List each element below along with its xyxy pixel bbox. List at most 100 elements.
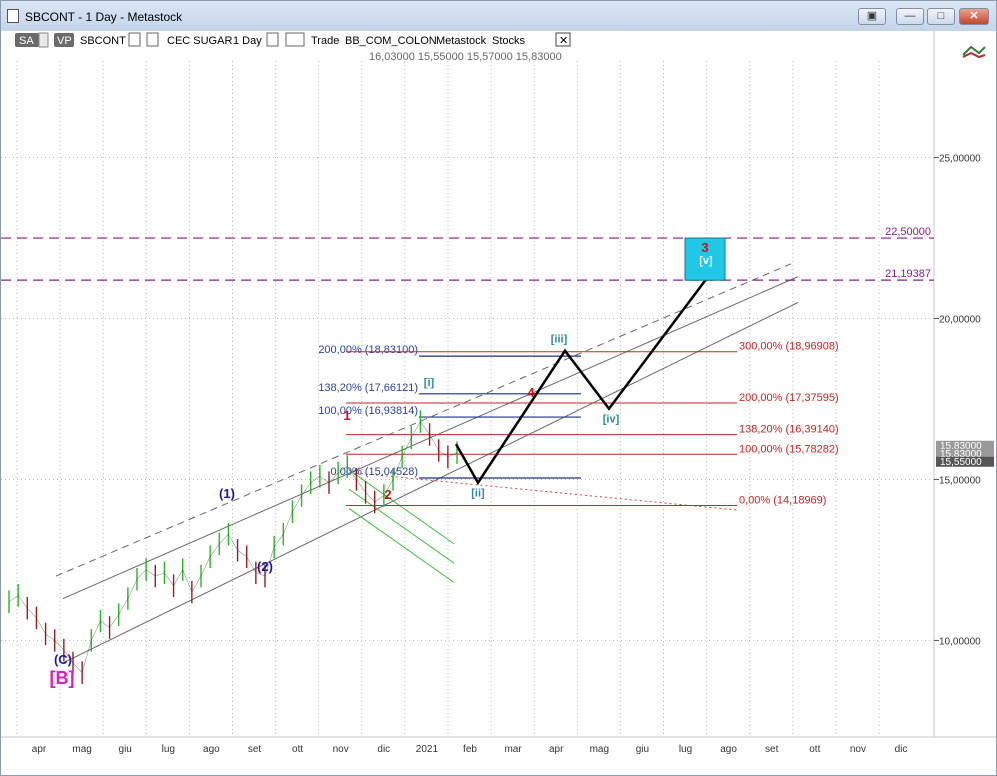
- fib-left-label: 138,20% (17,66121): [318, 382, 418, 394]
- upper-channel-line: [55, 263, 792, 577]
- month-tick-label: nov: [333, 744, 349, 755]
- price-tag-box: [936, 448, 994, 459]
- trend-dotted-line: [355, 472, 738, 511]
- target-wave-label: 3: [701, 240, 708, 255]
- grid-layer: [1, 61, 934, 737]
- chart-tool-icon[interactable]: [962, 45, 986, 59]
- month-tick-label: set: [765, 744, 779, 755]
- vp-button[interactable]: [54, 33, 74, 47]
- wave-label: [B]: [50, 668, 75, 688]
- wave-label: 2: [384, 487, 391, 502]
- symbol-label: SBCONT: [80, 35, 126, 47]
- month-tick-label: apr: [32, 744, 47, 755]
- month-tick-label: lug: [679, 744, 692, 755]
- market-label: Stocks: [492, 35, 526, 47]
- source-label: BB_COM_COLON: [345, 35, 437, 47]
- trend-channels: [55, 263, 799, 664]
- wave-label: (2): [257, 559, 273, 574]
- sa-dropdown-icon[interactable]: [38, 32, 49, 48]
- sa-button[interactable]: [15, 33, 39, 47]
- minimize-button[interactable]: —: [896, 8, 924, 25]
- price-tick-label: 20,00000: [939, 315, 981, 326]
- month-tick-label: ago: [203, 744, 220, 755]
- price-tick-label: 15,00000: [939, 475, 981, 486]
- correction-channel-line: [348, 469, 455, 545]
- month-tick-label: apr: [549, 744, 564, 755]
- period-dropdown-icon[interactable]: [266, 32, 279, 47]
- price-close-line: [8, 420, 458, 674]
- ohlc-readout: 16,03000 15,55000 15,57000 15,83000: [369, 51, 562, 63]
- fib-right-label: 100,00% (15,78282): [739, 443, 839, 455]
- horizontal-lines: 22,50000 21,19387: [1, 226, 934, 281]
- month-tick-label: nov: [850, 744, 866, 755]
- vp-label: VP: [57, 35, 72, 47]
- month-tick-label: feb: [463, 744, 477, 755]
- month-tick-label: dic: [377, 744, 390, 755]
- target-box: [684, 237, 726, 281]
- provider-label: Metastock: [436, 35, 487, 47]
- sa-label: SA: [19, 35, 34, 47]
- restore-icon[interactable]: ▣: [858, 8, 886, 25]
- projection-label: [iii]: [551, 334, 568, 346]
- projection-label: [ii]: [471, 488, 485, 500]
- month-tick-label: ago: [720, 744, 737, 755]
- price-tag-label: 15,55000: [940, 457, 982, 468]
- month-tick-label: mar: [504, 744, 522, 755]
- month-tick-label: mag: [72, 744, 91, 755]
- chart-toolbar: SA VP SBCONT CEC SUGAR 1 Day Trade BB_CO…: [15, 32, 571, 63]
- wave-label: (C): [54, 652, 72, 667]
- projection-path: [454, 275, 709, 486]
- price-tick-label: 10,00000: [939, 636, 981, 647]
- fibonacci-levels: 200,00% (18,83100) 138,20% (17,66121) 100,…: [318, 341, 838, 507]
- r-dropdown-icon[interactable]: [285, 32, 305, 47]
- lower-channel-line: [62, 301, 799, 664]
- price-series: [8, 410, 458, 684]
- correction-channel-line: [348, 488, 455, 564]
- fib-left-label: 100,00% (16,93814): [318, 405, 418, 417]
- close-button[interactable]: ✕: [959, 8, 989, 25]
- instrument-label: CEC SUGAR: [167, 35, 232, 47]
- wave-projection: [ii] [iii] [iv] 3[v]: [454, 237, 726, 500]
- month-tick-label: giu: [119, 744, 132, 755]
- period-label: 1 Day: [233, 35, 262, 47]
- price-tag-label: 15,83000: [940, 441, 982, 452]
- resistance-label: 21,19387: [885, 268, 931, 280]
- price-tick-label: 25,00000: [939, 154, 981, 165]
- wave-label: 1: [343, 408, 350, 423]
- price-tag-box: [936, 456, 994, 467]
- projection-label: [iv]: [603, 414, 620, 426]
- close-study-icon: ✕: [559, 35, 568, 47]
- maximize-button[interactable]: □: [927, 8, 955, 25]
- fib-right-label: 300,00% (18,96908): [739, 341, 839, 353]
- fib-right-label: 138,20% (16,39140): [739, 424, 839, 436]
- trade-label: Trade: [311, 35, 339, 47]
- fib-right-label: 0,00% (14,18969): [739, 495, 826, 507]
- fib-left-label: 0,00% (15,04528): [331, 466, 418, 478]
- window-title: SBCONT - 1 Day - Metastock: [25, 10, 183, 24]
- instrument-toggle-icon[interactable]: [146, 32, 159, 47]
- correction-channel-line: [348, 508, 455, 583]
- month-tick-label: ott: [292, 744, 303, 755]
- month-tick-label: ott: [809, 744, 820, 755]
- month-tick-label: 2021: [416, 744, 439, 755]
- month-tick-label: mag: [590, 744, 609, 755]
- price-tag-box: [936, 440, 994, 451]
- title-bar: SBCONT - 1 Day - Metastock ▣ — □ ✕: [1, 1, 996, 32]
- price-chart[interactable]: 22,50000 21,19387 200,00% (18,83100) 138,2…: [1, 31, 996, 775]
- month-tick-label: lug: [162, 744, 175, 755]
- axis-labels: apr mag giu lug ago set ott nov dic 2021 feb mar apr…: [32, 154, 994, 755]
- fib-left-label: 200,00% (18,83100): [318, 344, 418, 356]
- close-study-button[interactable]: [555, 32, 571, 47]
- fib-right-label: 200,00% (17,37595): [739, 392, 839, 404]
- price-tag-label: 15,83000: [940, 449, 982, 460]
- wave-label: 4: [527, 385, 535, 400]
- wave-label: [i]: [424, 377, 435, 389]
- resistance-label: 22,50000: [885, 226, 931, 238]
- wave-label: (1): [219, 486, 235, 501]
- wave-labels: (C)[B] (1) (2) 1 2 [i] 4: [50, 377, 536, 688]
- symbol-dropdown-icon[interactable]: [128, 32, 141, 47]
- price-axis: [934, 31, 996, 737]
- month-tick-label: dic: [895, 744, 908, 755]
- month-tick-label: giu: [636, 744, 649, 755]
